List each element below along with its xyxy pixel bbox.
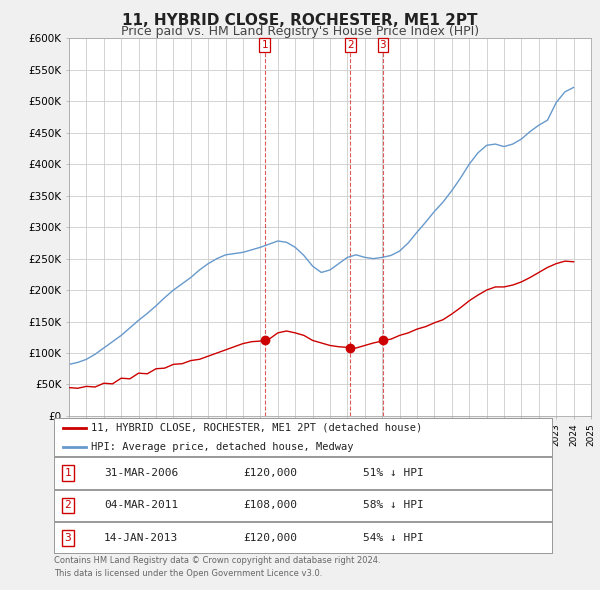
Text: 11, HYBRID CLOSE, ROCHESTER, ME1 2PT (detached house): 11, HYBRID CLOSE, ROCHESTER, ME1 2PT (de… <box>91 422 422 432</box>
Text: HPI: Average price, detached house, Medway: HPI: Average price, detached house, Medw… <box>91 442 354 452</box>
Text: £120,000: £120,000 <box>243 468 297 478</box>
Text: £108,000: £108,000 <box>243 500 297 510</box>
Text: 04-MAR-2011: 04-MAR-2011 <box>104 500 178 510</box>
Text: 2: 2 <box>347 40 353 50</box>
Text: 31-MAR-2006: 31-MAR-2006 <box>104 468 178 478</box>
Text: 14-JAN-2013: 14-JAN-2013 <box>104 533 178 543</box>
Text: 51% ↓ HPI: 51% ↓ HPI <box>363 468 424 478</box>
Text: 11, HYBRID CLOSE, ROCHESTER, ME1 2PT: 11, HYBRID CLOSE, ROCHESTER, ME1 2PT <box>122 13 478 28</box>
Text: This data is licensed under the Open Government Licence v3.0.: This data is licensed under the Open Gov… <box>54 569 322 578</box>
Text: 1: 1 <box>262 40 268 50</box>
Text: 3: 3 <box>380 40 386 50</box>
Text: 3: 3 <box>65 533 71 543</box>
Text: Contains HM Land Registry data © Crown copyright and database right 2024.: Contains HM Land Registry data © Crown c… <box>54 556 380 565</box>
Text: Price paid vs. HM Land Registry's House Price Index (HPI): Price paid vs. HM Land Registry's House … <box>121 25 479 38</box>
Text: £120,000: £120,000 <box>243 533 297 543</box>
Text: 2: 2 <box>65 500 71 510</box>
Text: 1: 1 <box>65 468 71 478</box>
Text: 58% ↓ HPI: 58% ↓ HPI <box>363 500 424 510</box>
Text: 54% ↓ HPI: 54% ↓ HPI <box>363 533 424 543</box>
